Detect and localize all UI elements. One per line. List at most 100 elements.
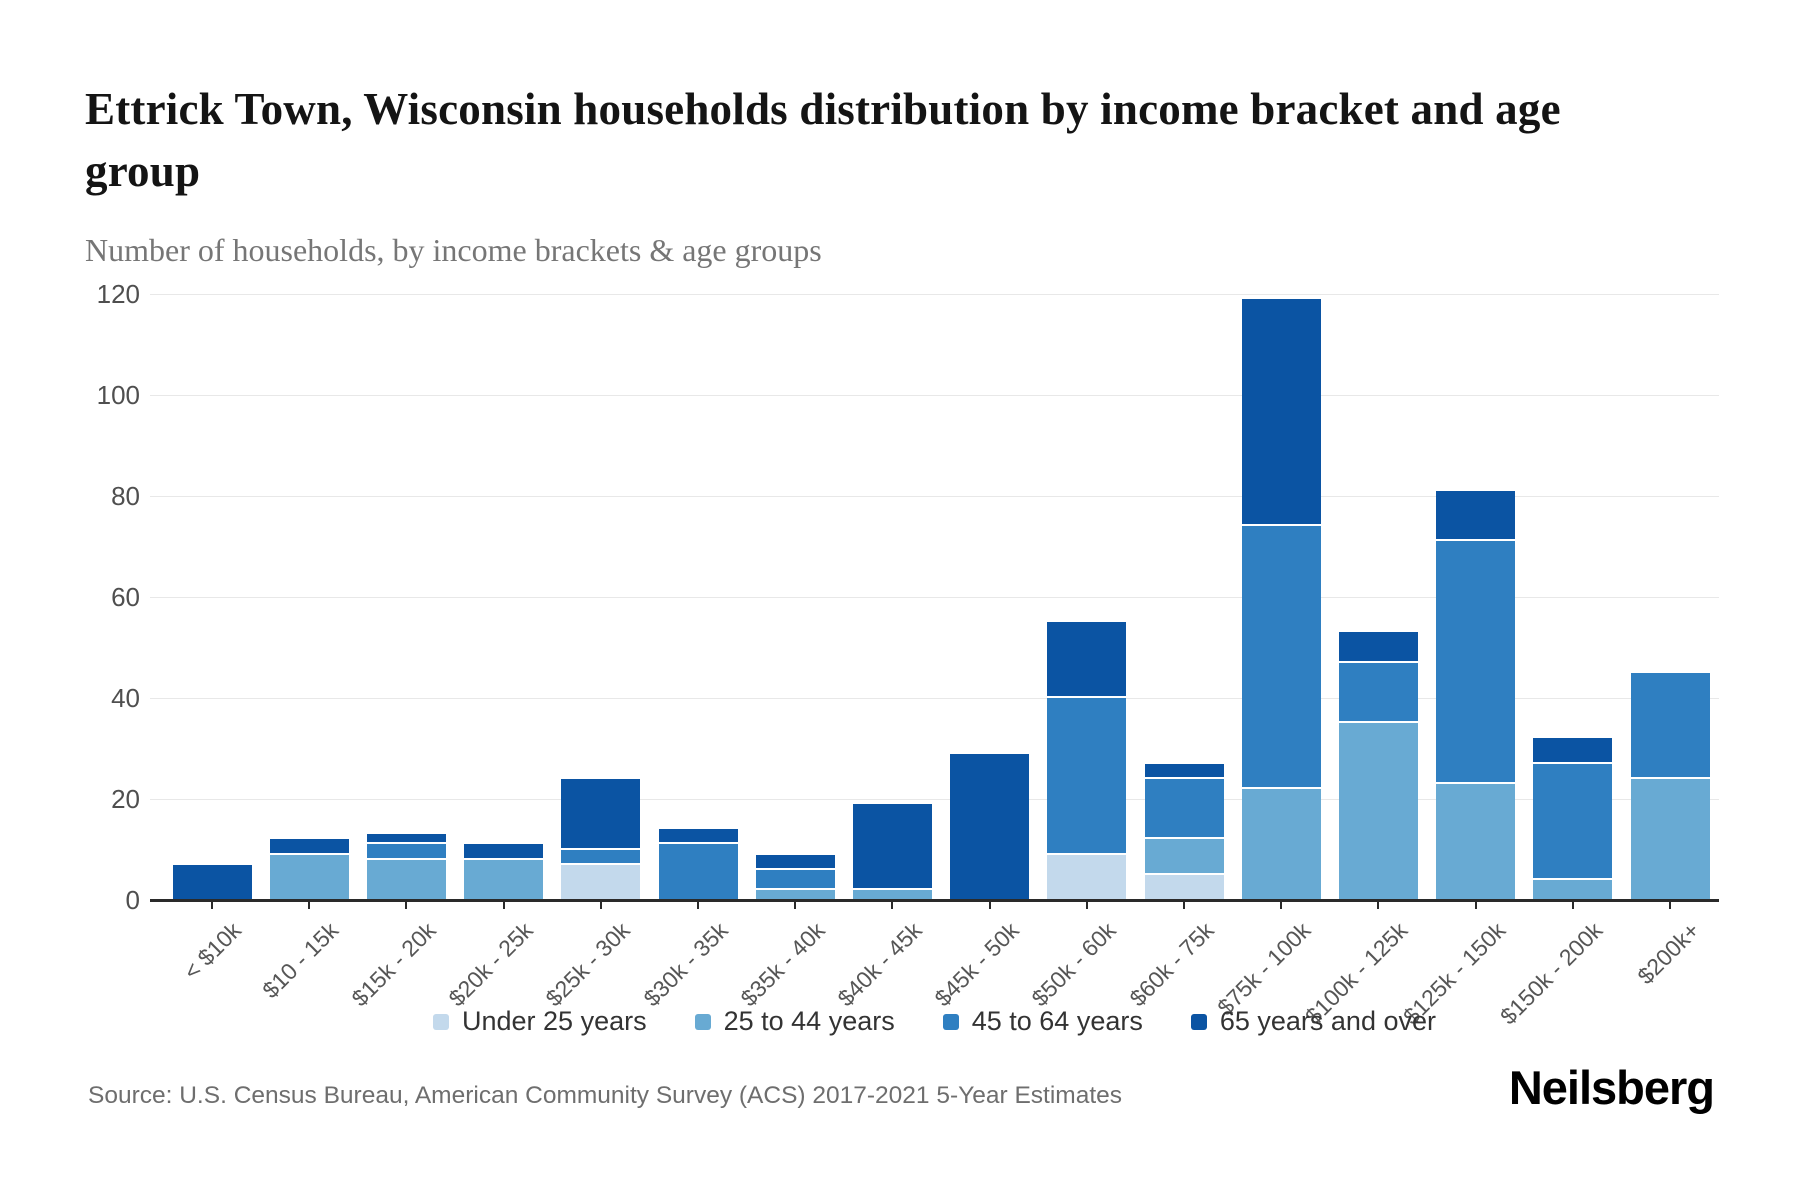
bar-segment-65-years-and-over[interactable]: [950, 753, 1030, 900]
x-axis-tick: [794, 901, 797, 909]
y-gridline: [150, 698, 1719, 699]
bar-segment-65-years-and-over[interactable]: [269, 839, 349, 855]
bar-segment-under-25-years[interactable]: [1144, 874, 1224, 900]
bar-segment-45-to-64-years[interactable]: [561, 849, 641, 865]
source-note: Source: U.S. Census Bureau, American Com…: [88, 1082, 1123, 1109]
y-axis-label: 0: [125, 885, 140, 915]
x-axis-label: $25k - 30k: [540, 917, 636, 1012]
bar-segment-45-to-64-years[interactable]: [1241, 526, 1321, 789]
x-axis-tick: [1571, 901, 1574, 909]
x-axis-label: $50k - 60k: [1026, 917, 1122, 1012]
bar-segment-25-to-44-years[interactable]: [1144, 839, 1224, 875]
bar-segment-65-years-and-over[interactable]: [1436, 490, 1516, 542]
legend-swatch-icon: [433, 1013, 449, 1030]
bar-column-35k-40k: [755, 854, 835, 900]
x-axis-label: $40k - 45k: [832, 917, 927, 1012]
bar-segment-65-years-and-over[interactable]: [561, 778, 641, 850]
bar-column-10k: [172, 864, 252, 900]
x-axis-label: < $10k: [178, 917, 247, 985]
bar-segment-65-years-and-over[interactable]: [755, 854, 835, 870]
bar-segment-65-years-and-over[interactable]: [464, 844, 544, 860]
legend-label: 25 to 44 years: [723, 1006, 895, 1036]
bar-column-150k-200k: [1533, 738, 1613, 900]
x-axis-label: $30k - 35k: [638, 917, 733, 1012]
bar-column-100k-125k: [1338, 632, 1418, 900]
x-axis-tick: [1280, 901, 1283, 909]
bar-column-50k-60k: [1047, 622, 1127, 900]
bar-segment-25-to-44-years[interactable]: [1338, 723, 1418, 900]
bar-segment-45-to-64-years[interactable]: [1436, 541, 1516, 784]
y-axis-label: 100: [96, 380, 140, 410]
x-axis-label: $15k - 20k: [346, 917, 441, 1012]
y-gridline: [150, 799, 1719, 800]
bar-segment-65-years-and-over[interactable]: [1241, 299, 1321, 527]
bar-column-60k-75k: [1144, 763, 1224, 900]
bar-segment-65-years-and-over[interactable]: [1533, 738, 1613, 764]
bar-segment-25-to-44-years[interactable]: [1436, 783, 1516, 900]
x-axis-tick: [211, 901, 213, 909]
bar-segment-under-25-years[interactable]: [561, 864, 641, 900]
x-axis-tick: [405, 901, 408, 909]
bar-segment-45-to-64-years[interactable]: [366, 844, 446, 860]
bar-column-30k-35k: [658, 829, 738, 900]
bar-segment-25-to-44-years[interactable]: [1533, 879, 1613, 900]
bar-column-45k-50k: [950, 753, 1030, 900]
legend-item-65-years-and-over[interactable]: 65 years and over: [1190, 1006, 1436, 1037]
legend-item-under-25-years[interactable]: Under 25 years: [433, 1006, 647, 1037]
legend-item-25-to-44-years[interactable]: 25 to 44 years: [694, 1006, 895, 1037]
y-gridline: [150, 597, 1719, 598]
bar-segment-65-years-and-over[interactable]: [366, 834, 446, 845]
bar-segment-65-years-and-over[interactable]: [658, 829, 738, 845]
bar-segment-25-to-44-years[interactable]: [1630, 778, 1710, 900]
bar-segment-65-years-and-over[interactable]: [172, 864, 252, 900]
legend-label: 45 to 64 years: [971, 1006, 1143, 1036]
x-axis-tick: [1085, 901, 1088, 909]
bar-segment-25-to-44-years[interactable]: [755, 889, 835, 900]
bar-segment-45-to-64-years[interactable]: [1144, 778, 1224, 840]
bar-segment-25-to-44-years[interactable]: [464, 859, 544, 900]
bar-column-200k: [1630, 672, 1710, 900]
chart-legend: Under 25 years 25 to 44 years 45 to 64 yea…: [150, 1006, 1719, 1037]
x-axis-label: $200k+: [1632, 917, 1705, 990]
bar-segment-45-to-64-years[interactable]: [1047, 698, 1127, 855]
bar-segment-45-to-64-years[interactable]: [755, 869, 835, 890]
bar-segment-25-to-44-years[interactable]: [269, 854, 349, 900]
x-axis-label: $10 - 15k: [257, 917, 344, 1004]
bar-column-20k-25k: [464, 844, 544, 900]
x-axis-tick: [599, 901, 602, 909]
bar-column-15k-20k: [366, 834, 446, 900]
bar-segment-65-years-and-over[interactable]: [1144, 763, 1224, 779]
bar-segment-25-to-44-years[interactable]: [366, 859, 446, 900]
x-axis-tick: [988, 901, 991, 909]
x-axis-line: [150, 899, 1719, 902]
x-axis-label: $20k - 25k: [443, 917, 538, 1012]
bar-column-25k-30k: [561, 778, 641, 900]
x-axis-tick: [891, 901, 894, 909]
y-axis-label: 20: [111, 784, 140, 814]
y-axis-label: 60: [111, 582, 140, 612]
bar-segment-45-to-64-years[interactable]: [1630, 672, 1710, 779]
bar-column-10-15k: [269, 839, 349, 900]
bar-column-40k-45k: [852, 804, 932, 900]
y-axis-label: 80: [111, 481, 140, 511]
legend-swatch-icon: [1190, 1013, 1207, 1030]
legend-label: Under 25 years: [462, 1006, 647, 1036]
legend-item-45-to-64-years[interactable]: 45 to 64 years: [942, 1006, 1143, 1037]
bar-segment-65-years-and-over[interactable]: [1047, 622, 1127, 699]
y-gridline: [150, 496, 1719, 497]
bar-segment-under-25-years[interactable]: [1047, 854, 1127, 900]
bar-segment-65-years-and-over[interactable]: [1338, 632, 1418, 663]
x-axis-label: $60k - 75k: [1124, 917, 1219, 1012]
chart-title: Ettrick Town, Wisconsin households distr…: [85, 84, 1561, 197]
bar-segment-25-to-44-years[interactable]: [1241, 788, 1321, 900]
y-axis-label: 40: [111, 683, 140, 713]
bar-segment-45-to-64-years[interactable]: [1533, 763, 1613, 880]
bar-segment-45-to-64-years[interactable]: [1338, 662, 1418, 724]
x-axis-label: $35k - 40k: [735, 917, 830, 1012]
x-axis-tick: [1474, 901, 1477, 909]
chart-subtitle: Number of households, by income brackets…: [85, 232, 822, 268]
bar-segment-65-years-and-over[interactable]: [852, 804, 932, 890]
bar-segment-45-to-64-years[interactable]: [658, 844, 738, 900]
bar-segment-25-to-44-years[interactable]: [852, 889, 932, 900]
